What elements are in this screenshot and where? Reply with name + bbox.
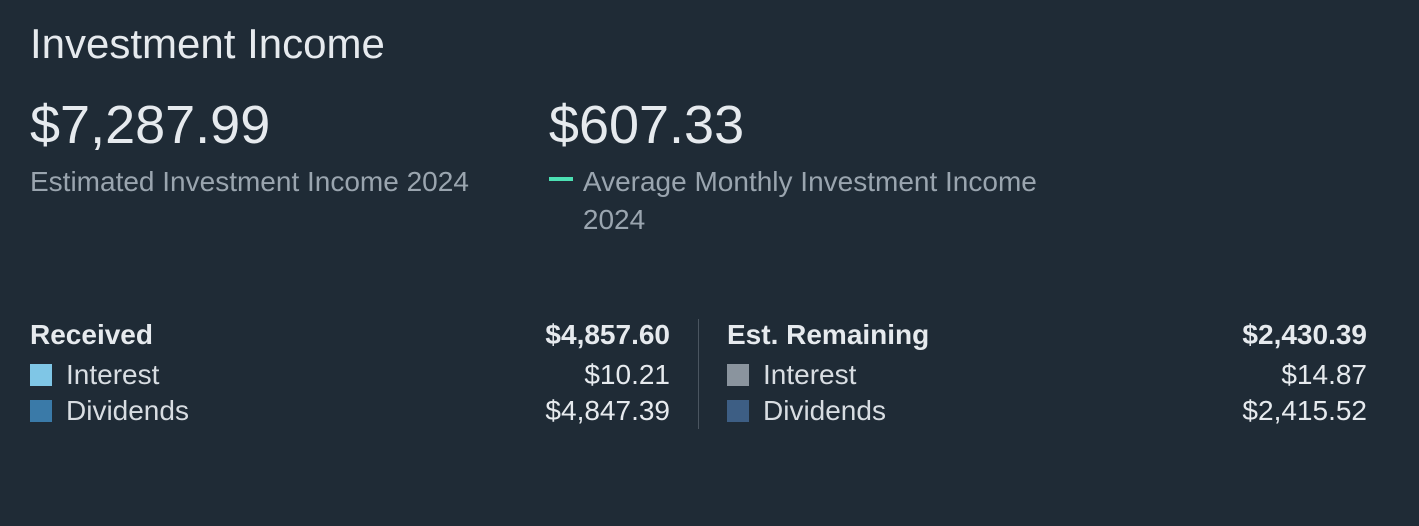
page-title: Investment Income	[30, 20, 1389, 68]
metric-estimated-income: $7,287.99 Estimated Investment Income 20…	[30, 96, 469, 239]
swatch-icon	[727, 400, 749, 422]
remaining-dividends-label: Dividends	[763, 395, 886, 427]
trend-indicator-icon	[549, 177, 573, 181]
metric-estimated-label: Estimated Investment Income 2024	[30, 163, 469, 201]
received-interest-label: Interest	[66, 359, 159, 391]
received-dividends-label: Dividends	[66, 395, 189, 427]
received-title: Received	[30, 319, 153, 351]
metric-average-monthly: $607.33 Average Monthly Investment Incom…	[549, 96, 1043, 239]
remaining-dividends-value: $2,415.52	[1242, 395, 1367, 427]
received-interest-value: $10.21	[584, 359, 670, 391]
remaining-interest-value: $14.87	[1281, 359, 1367, 391]
breakdown-remaining: Est. Remaining $2,430.39 Interest $14.87…	[727, 319, 1367, 429]
swatch-icon	[727, 364, 749, 386]
received-dividends-row: Dividends $4,847.39	[30, 393, 670, 429]
remaining-title: Est. Remaining	[727, 319, 929, 351]
breakdown-row: Received $4,857.60 Interest $10.21 Divid…	[30, 319, 1389, 429]
received-dividends-value: $4,847.39	[545, 395, 670, 427]
remaining-interest-row: Interest $14.87	[727, 357, 1367, 393]
vertical-divider	[698, 319, 699, 429]
swatch-icon	[30, 364, 52, 386]
remaining-total: $2,430.39	[1242, 319, 1367, 351]
metrics-row: $7,287.99 Estimated Investment Income 20…	[30, 96, 1389, 239]
metric-average-label: Average Monthly Investment Income 2024	[583, 163, 1043, 239]
received-interest-row: Interest $10.21	[30, 357, 670, 393]
remaining-interest-label: Interest	[763, 359, 856, 391]
remaining-dividends-row: Dividends $2,415.52	[727, 393, 1367, 429]
swatch-icon	[30, 400, 52, 422]
received-total: $4,857.60	[545, 319, 670, 351]
breakdown-received: Received $4,857.60 Interest $10.21 Divid…	[30, 319, 670, 429]
metric-average-value: $607.33	[549, 96, 1043, 155]
metric-estimated-value: $7,287.99	[30, 96, 469, 155]
